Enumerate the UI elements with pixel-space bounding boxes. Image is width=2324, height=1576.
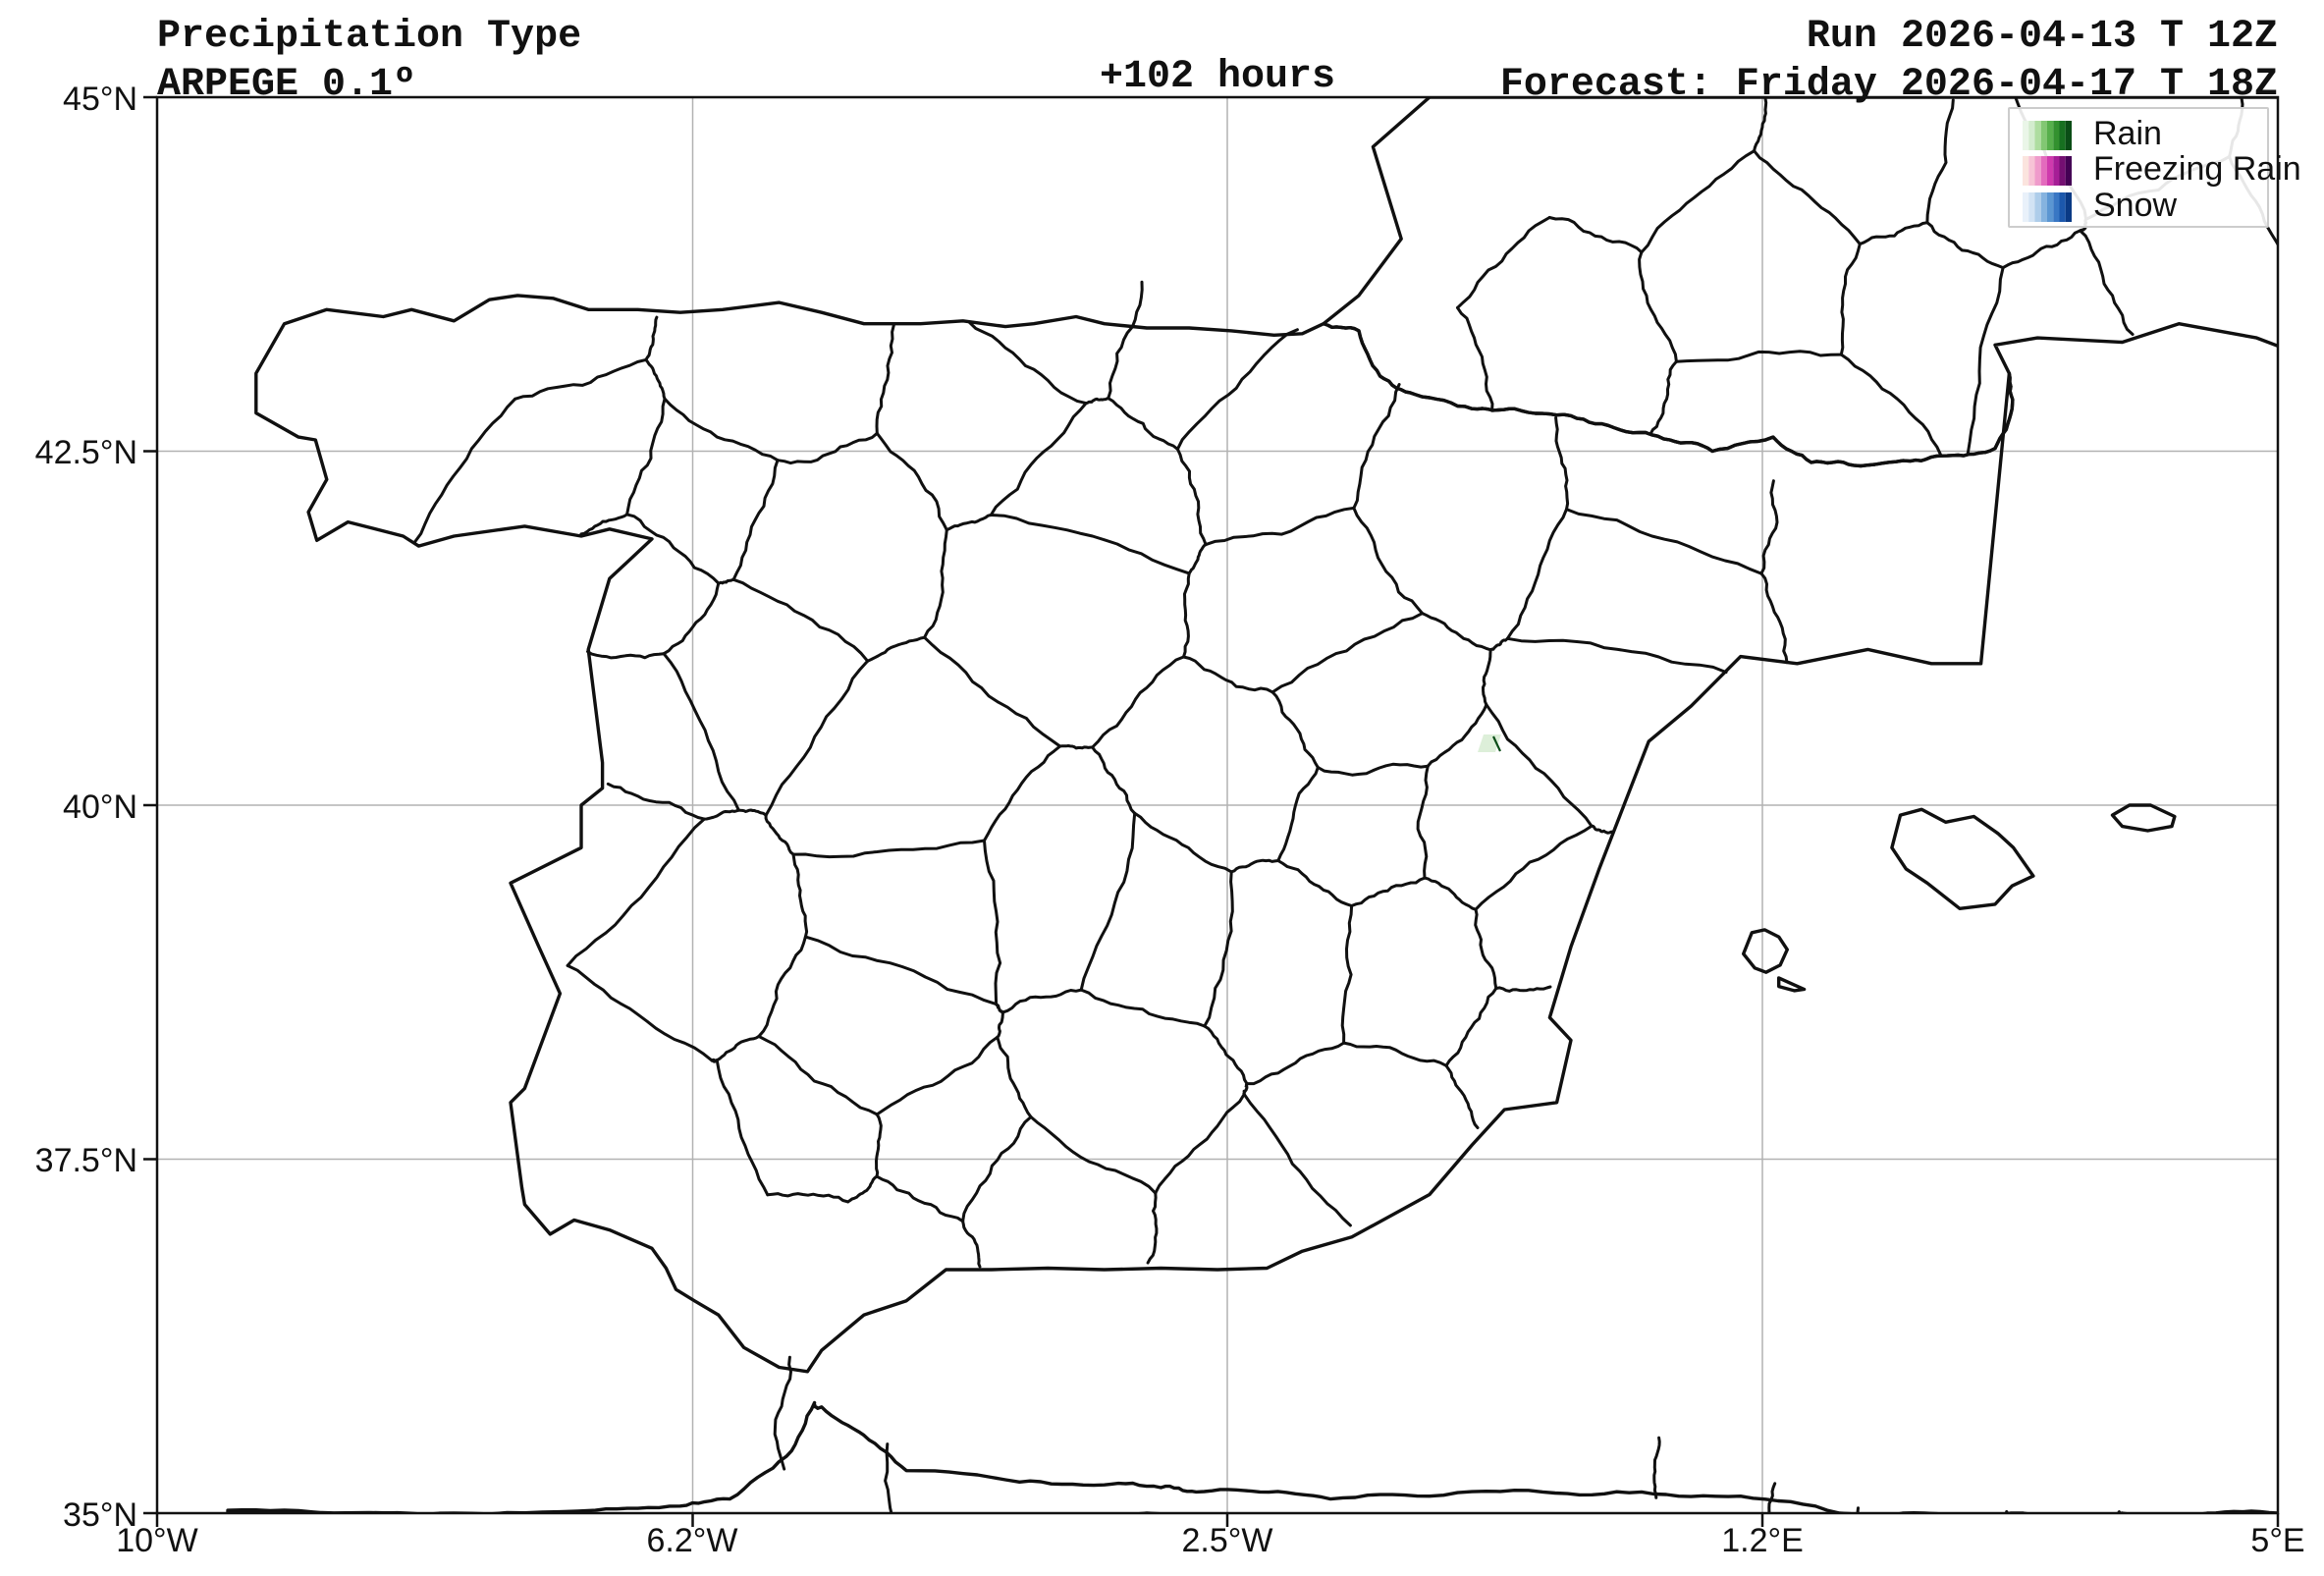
svg-text:Rain: Rain [2093,115,2162,152]
svg-text:Freezing Rain: Freezing Rain [2093,150,2301,188]
svg-text:Snow: Snow [2093,187,2177,224]
